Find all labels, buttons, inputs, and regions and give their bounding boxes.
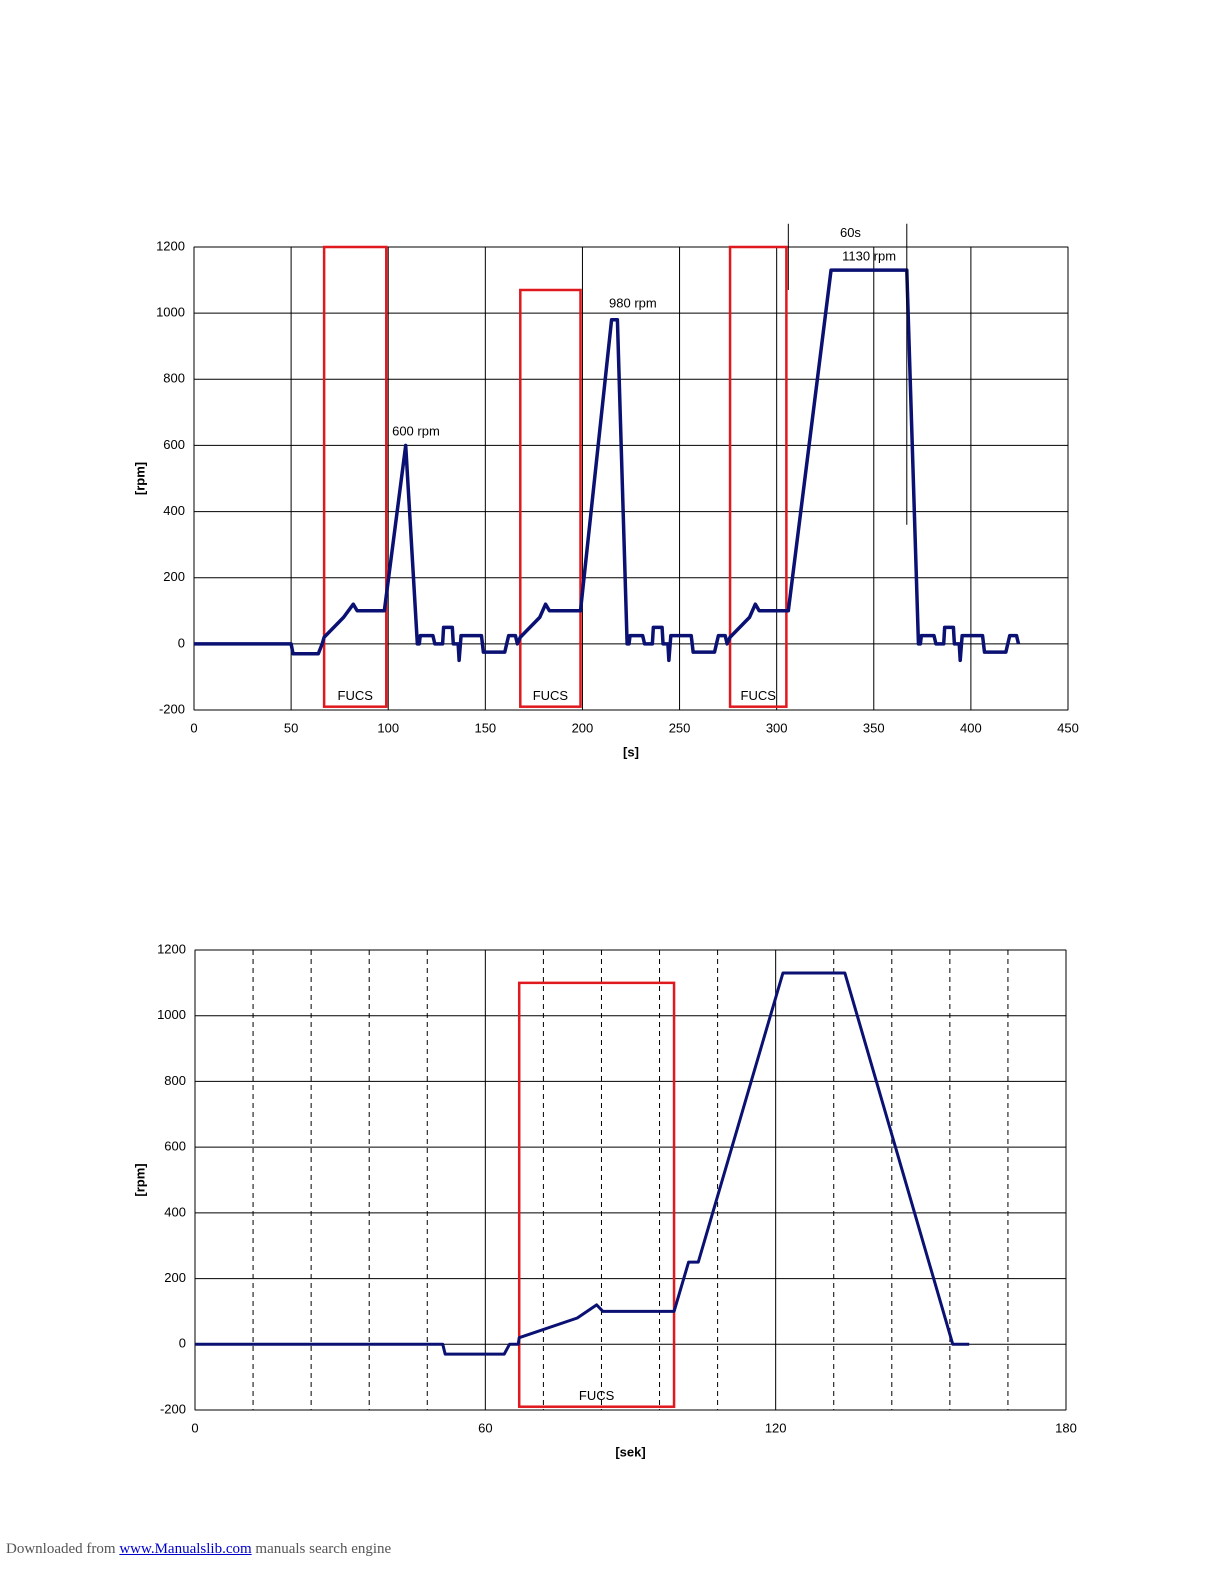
plot-frame [194, 949, 1067, 1411]
footer-link[interactable]: www.Manualslib.com [119, 1541, 252, 1557]
annotation: 1130 rpm [842, 248, 896, 263]
y-tick-label: 0 [178, 635, 185, 650]
y-tick-label: 1000 [156, 305, 185, 320]
y-tick-label: -200 [159, 701, 185, 716]
y-axis-label: [rpm] [132, 1163, 147, 1196]
annotation: 600 rpm [392, 423, 440, 438]
y-tick-label: 800 [163, 371, 185, 386]
x-tick-label: 250 [669, 720, 691, 735]
x-tick-label: 0 [191, 1420, 198, 1435]
region-label: FUCS [741, 688, 777, 703]
y-tick-label: 600 [164, 1139, 186, 1154]
y-tick-label: 1200 [156, 238, 185, 253]
footer-suffix: manuals search engine [255, 1541, 392, 1557]
y-tick-label: 800 [164, 1073, 186, 1088]
x-tick-label: 100 [377, 720, 399, 735]
region-label: FUCS [579, 1388, 615, 1403]
y-tick-label: -200 [160, 1401, 186, 1416]
fucs-region [322, 245, 388, 708]
y-tick-label: 200 [163, 569, 185, 584]
x-tick-label: 450 [1057, 720, 1079, 735]
y-tick-label: 1000 [157, 1007, 186, 1022]
x-tick-label: 120 [765, 1420, 787, 1435]
fucs-region [519, 288, 582, 708]
x-tick-label: 350 [863, 720, 885, 735]
x-tick-label: 300 [766, 720, 788, 735]
region-label: FUCS [533, 688, 569, 703]
y-tick-label: 400 [163, 503, 185, 518]
y-tick-label: 400 [164, 1204, 186, 1219]
footer: Downloaded from www.Manualslib.com manua… [6, 1541, 391, 1558]
annotation: 60s [840, 225, 861, 240]
x-tick-label: 60 [478, 1420, 492, 1435]
y-axis-label: [rpm] [132, 462, 147, 495]
footer-prefix: Downloaded from [6, 1541, 116, 1557]
x-tick-label: 400 [960, 720, 982, 735]
x-tick-label: 50 [284, 720, 298, 735]
y-tick-label: 1200 [157, 941, 186, 956]
annotation: 980 rpm [609, 295, 657, 310]
x-tick-label: 180 [1055, 1420, 1077, 1435]
x-axis-label: [s] [623, 744, 639, 759]
data-line [195, 971, 970, 1356]
x-axis-label: [sek] [615, 1444, 645, 1459]
y-tick-label: 0 [179, 1336, 186, 1351]
fucs-region [728, 245, 788, 708]
x-tick-label: 200 [572, 720, 594, 735]
fucs-region [517, 981, 676, 1408]
region-label: FUCS [338, 688, 374, 703]
y-tick-label: 600 [163, 437, 185, 452]
y-tick-label: 200 [164, 1270, 186, 1285]
x-tick-label: 150 [474, 720, 496, 735]
data-line [194, 268, 1021, 663]
x-tick-label: 0 [190, 720, 197, 735]
